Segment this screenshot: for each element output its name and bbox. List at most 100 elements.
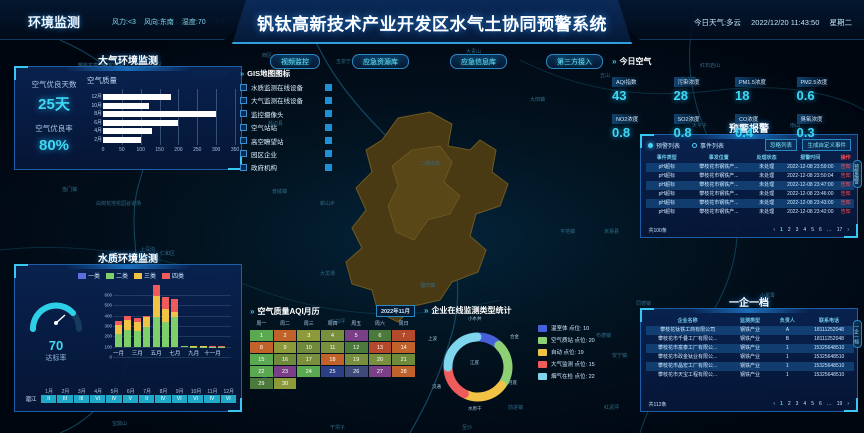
gis-layer-item[interactable]: 高空瞭望站 — [240, 136, 332, 146]
next-page-button[interactable]: › — [847, 227, 849, 233]
page-link[interactable]: 4 — [803, 401, 807, 407]
page-link[interactable]: 3 — [795, 227, 799, 233]
calendar-day-cell[interactable]: 2 — [273, 330, 297, 341]
donut-legend-item[interactable]: 温室体 点位: 10 — [538, 324, 595, 332]
month-header-cell: 4月 — [94, 389, 103, 395]
page-link[interactable]: 2 — [787, 227, 791, 233]
calendar-day-cell[interactable]: 25 — [321, 366, 344, 377]
alarm-table-row[interactable]: pH超标 攀枝花市钢铁产... 未处理 2022-12-08 23:59:00 告知 — [646, 163, 854, 172]
checkbox-icon[interactable] — [325, 83, 332, 91]
calendar-day-cell[interactable]: 17 — [297, 354, 321, 365]
enterprise-table-row[interactable]: 攀枝花市富泰工厂有限公... 钢铁产业 1 15325648510 — [646, 344, 854, 353]
page-link[interactable]: 6 — [818, 227, 822, 233]
gis-layer-item[interactable]: 园区企业 — [240, 149, 332, 159]
page-link[interactable]: … — [826, 227, 832, 233]
calendar-day-cell[interactable]: 5 — [344, 330, 368, 341]
donut-legend-item[interactable]: 大气监测 点位: 15 — [538, 360, 595, 368]
next-page-button[interactable]: › — [847, 401, 849, 407]
page-link[interactable]: 17 — [836, 227, 843, 233]
calendar-day-cell[interactable]: 30 — [273, 378, 297, 389]
ignore-list-button[interactable]: 忽略列表 — [764, 139, 797, 151]
page-link[interactable]: 6 — [818, 401, 822, 407]
side-tab-enterprise[interactable]: 一企一档 — [853, 320, 862, 348]
calendar-day-cell[interactable]: 15 — [250, 354, 273, 365]
checkbox-icon[interactable] — [325, 110, 332, 118]
calendar-day-cell[interactable]: 14 — [392, 342, 415, 353]
enterprise-table-row[interactable]: 攀枝花市晶宏工厂有限公... 钢铁产业 1 15325648510 — [646, 362, 854, 371]
page-link[interactable]: 19 — [836, 401, 843, 407]
calendar-day-cell[interactable]: 26 — [344, 366, 368, 377]
checkbox-icon[interactable] — [325, 96, 332, 104]
prev-page-button[interactable]: ‹ — [773, 227, 776, 233]
calendar-day-cell[interactable]: 21 — [392, 354, 415, 365]
calendar-day-cell[interactable]: 13 — [368, 342, 392, 353]
alarm-table-row[interactable]: pH超标 攀枝花市钢铁产... 未处理 2022-12-08 23:50:04 告知 — [646, 172, 854, 181]
alarm-table-row[interactable]: pH超标 攀枝花市钢铁产... 未处理 2022-12-08 23:43:00 告知 — [646, 199, 854, 208]
enterprise-table-row[interactable]: 攀枝花市千叠工厂有限公... 钢铁产业 B 18111252048 — [646, 335, 854, 344]
donut-slice[interactable] — [474, 332, 502, 349]
page-link[interactable]: 5 — [811, 227, 814, 233]
page-link[interactable]: 4 — [803, 227, 807, 233]
calendar-day-cell[interactable]: 9 — [273, 342, 297, 353]
enterprise-table-row[interactable]: 攀枝花市天宝工程有限公... 钢铁产业 1 15325648510 — [646, 371, 854, 380]
calendar-day-cell[interactable]: 10 — [297, 342, 321, 353]
calendar-day-cell[interactable]: 4 — [321, 330, 344, 341]
page-link[interactable]: 3 — [795, 401, 799, 407]
alarm-table-row[interactable]: pH超标 攀枝花市钢铁产... 未处理 2022-12-08 23:42:00 告知 — [646, 208, 854, 217]
donut-legend-item[interactable]: 自动 点位: 19 — [538, 348, 595, 356]
donut-slice[interactable] — [443, 364, 469, 399]
current-page[interactable]: 1 — [780, 401, 783, 407]
calendar-day-cell[interactable]: 24 — [297, 366, 321, 377]
calendar-day-cell[interactable]: 3 — [297, 330, 321, 341]
radio-icon[interactable] — [692, 143, 698, 148]
donut-legend-item[interactable]: 烟气在检 点位: 22 — [538, 372, 595, 380]
checkbox-icon[interactable] — [325, 163, 332, 171]
nav-button-4[interactable]: 第三方接入 — [546, 54, 603, 69]
page-link[interactable]: 2 — [787, 401, 791, 407]
calendar-day-cell[interactable]: 23 — [273, 366, 297, 377]
gis-layer-item[interactable]: 空气站站 — [240, 122, 332, 132]
alarm-table-row[interactable]: pH超标 攀枝花市钢铁产... 未处理 2022-12-08 23:47:00 告知 — [646, 181, 854, 190]
radio-label[interactable]: 预警列表 — [656, 144, 681, 150]
gis-layer-item[interactable]: 监控摄像头 — [240, 109, 332, 119]
nav-button-2[interactable]: 应急资源库 — [352, 54, 409, 69]
checkbox-icon[interactable] — [325, 150, 332, 158]
create-custom-event-button[interactable]: 生成自定义事件 — [802, 139, 851, 151]
enterprise-table-row[interactable]: 攀枝花钛铁工商有限公司 钢铁产业 A 18111252048 — [646, 326, 854, 335]
prev-page-button[interactable]: ‹ — [773, 401, 776, 407]
alarm-table-row[interactable]: pH超标 攀枝花市钢铁产... 未处理 2022-12-08 23:46:00 告知 — [646, 190, 854, 199]
calendar-day-cell[interactable]: 16 — [273, 354, 297, 365]
side-tab-alarm[interactable]: 预警报警 — [853, 160, 862, 188]
calendar-day-cell[interactable]: 12 — [344, 342, 368, 353]
nav-button-1[interactable]: 视频监控 — [270, 54, 320, 69]
gis-layer-item[interactable]: 水质监测在线设备 — [240, 82, 332, 92]
page-link[interactable]: 5 — [811, 401, 814, 407]
gis-layer-item[interactable]: 政府机构 — [240, 162, 332, 172]
donut-slice[interactable] — [443, 332, 482, 372]
calendar-day-cell[interactable]: 27 — [368, 366, 392, 377]
page-link[interactable]: … — [826, 401, 832, 407]
calendar-day-cell[interactable]: 11 — [321, 342, 344, 353]
donut-slice[interactable] — [461, 380, 507, 402]
nav-button-3[interactable]: 应急信息库 — [450, 54, 507, 69]
calendar-day-cell[interactable]: 8 — [250, 342, 273, 353]
calendar-day-cell[interactable]: 29 — [250, 378, 273, 389]
calendar-day-cell[interactable]: 20 — [368, 354, 392, 365]
donut-legend-item[interactable]: 空气质站 点位: 20 — [538, 336, 595, 344]
radio-icon[interactable] — [648, 143, 653, 148]
calendar-month-select[interactable]: 2022年11月 — [375, 305, 415, 317]
donut-slice[interactable] — [494, 340, 513, 389]
checkbox-icon[interactable] — [325, 137, 332, 145]
calendar-day-cell[interactable]: 7 — [392, 330, 415, 341]
enterprise-table-row[interactable]: 攀枝花市政金钛业有限公... 钢铁产业 1 15325648510 — [646, 353, 854, 362]
calendar-day-cell[interactable]: 19 — [344, 354, 368, 365]
calendar-day-cell[interactable]: 18 — [321, 354, 344, 365]
radio-label[interactable]: 事件列表 — [700, 144, 725, 150]
calendar-day-cell[interactable]: 28 — [392, 366, 415, 377]
gis-layer-item[interactable]: 大气监测在线设备 — [240, 95, 332, 105]
calendar-day-cell[interactable]: 1 — [250, 330, 273, 341]
current-page[interactable]: 1 — [780, 227, 783, 233]
calendar-day-cell[interactable]: 6 — [368, 330, 392, 341]
checkbox-icon[interactable] — [325, 123, 332, 131]
calendar-day-cell[interactable]: 22 — [250, 366, 273, 377]
